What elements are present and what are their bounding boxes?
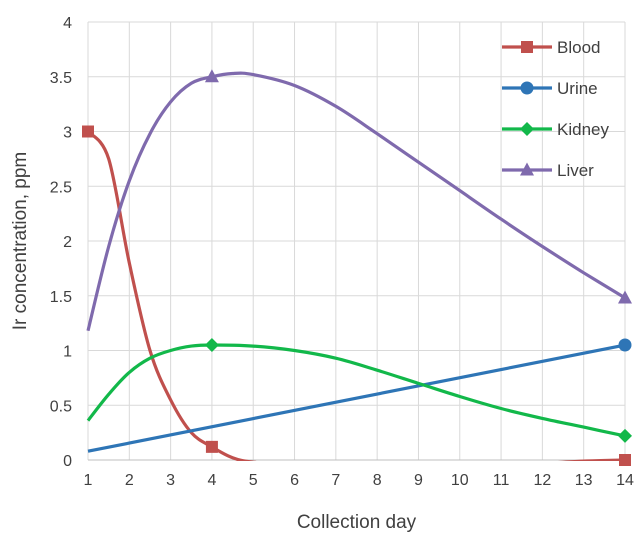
x-tick-label: 6 — [290, 472, 299, 489]
series-kidney — [86, 338, 632, 443]
x-tick-label: 4 — [207, 472, 216, 489]
y-tick-label: 4 — [63, 15, 72, 32]
series-group — [82, 69, 632, 466]
x-tick-label: 8 — [373, 472, 382, 489]
legend-label-urine: Urine — [557, 79, 598, 98]
y-tick-label: 1.5 — [50, 289, 72, 306]
x-tick-label: 2 — [125, 472, 134, 489]
y-axis-title: Ir concentration, ppm — [10, 152, 31, 330]
x-tick-label: 13 — [575, 472, 593, 489]
series-urine — [87, 338, 632, 453]
legend-marker-blood — [521, 41, 533, 53]
x-tick-label: 9 — [414, 472, 423, 489]
x-tick-label: 3 — [166, 472, 175, 489]
series-line-blood — [86, 130, 626, 461]
data-point-kidney — [618, 428, 632, 443]
x-axis-title: Collection day — [297, 512, 417, 533]
legend-label-blood: Blood — [557, 38, 600, 57]
y-tick-label: 2.5 — [50, 179, 72, 196]
data-point-liver — [204, 69, 219, 83]
grid — [87, 21, 626, 461]
series-line-urine — [87, 343, 626, 453]
x-tick-label: 5 — [249, 472, 258, 489]
series-blood — [82, 125, 631, 466]
legend-item-urine: Urine — [502, 79, 598, 98]
series-line-kidney — [86, 343, 626, 438]
legend-marker-urine — [520, 81, 534, 95]
series-line-liver — [86, 71, 626, 332]
y-tick-label: 0 — [63, 453, 72, 470]
data-point-blood — [82, 125, 94, 138]
x-tick-label: 11 — [493, 472, 510, 489]
x-tick-label: 12 — [533, 472, 551, 489]
y-tick-label: 1 — [63, 344, 72, 361]
legend: Blood Urine Kidney Liver — [502, 38, 609, 180]
data-point-blood — [619, 454, 631, 466]
legend-label-kidney: Kidney — [557, 120, 609, 139]
x-tick-label: 10 — [451, 472, 469, 489]
legend-marker-liver — [520, 162, 534, 176]
y-tick-label: 2 — [63, 234, 72, 251]
y-tick-label: 3.5 — [50, 70, 72, 87]
legend-item-blood: Blood — [502, 38, 600, 57]
data-point-blood — [205, 440, 218, 453]
y-tick-label: 0.5 — [50, 398, 72, 415]
legend-item-liver: Liver — [502, 161, 594, 180]
data-point-urine — [618, 338, 632, 352]
legend-item-kidney: Kidney — [502, 120, 609, 139]
x-tick-label: 7 — [331, 472, 340, 489]
data-point-liver — [618, 290, 632, 304]
x-tick-label: 1 — [84, 472, 93, 489]
legend-label-liver: Liver — [557, 161, 594, 180]
x-tick-label: 14 — [616, 472, 634, 489]
legend-marker-kidney — [520, 122, 534, 136]
y-tick-label: 3 — [63, 125, 72, 142]
series-liver — [86, 69, 632, 332]
data-point-kidney — [204, 338, 219, 353]
